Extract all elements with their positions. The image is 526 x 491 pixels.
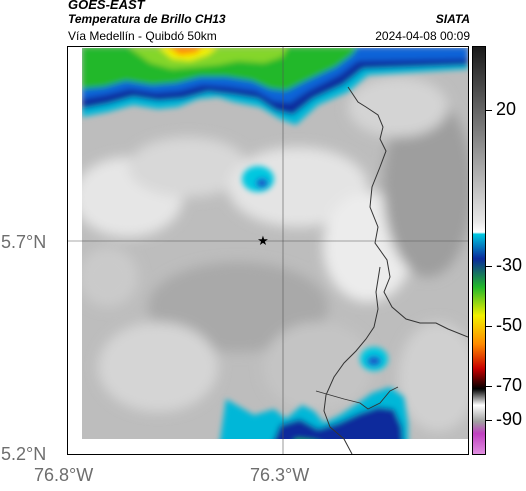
colorbar-label: -30 xyxy=(496,255,523,275)
brightness-temperature-map: ★ xyxy=(68,47,468,454)
colorbar-label: -50 xyxy=(496,315,523,335)
region-label: Vía Medellín - Quibdó 50km xyxy=(68,29,217,43)
coastline xyxy=(323,266,381,454)
agency-name: SIATA xyxy=(435,12,470,26)
lat-label: 5.2°N xyxy=(1,444,47,464)
product-title: Temperatura de Brillo CH13 xyxy=(68,12,226,26)
satellite-name: GOES-EAST xyxy=(68,0,145,12)
colorbar-label: -70 xyxy=(496,375,523,395)
lat-label: 5.7°N xyxy=(1,232,47,252)
border-line xyxy=(347,86,468,338)
colorbar xyxy=(472,46,486,455)
lon-label: 76.3°W xyxy=(250,465,310,485)
star-icon: ★ xyxy=(257,234,269,249)
colorbar-label: 20 xyxy=(496,99,517,119)
timestamp: 2024-04-08 00:09 xyxy=(375,29,470,43)
cold-cloud-band xyxy=(82,47,468,125)
map-panel[interactable]: ★ xyxy=(67,46,469,455)
lon-label: 76.8°W xyxy=(34,465,94,485)
colorbar-label: -90 xyxy=(496,409,523,429)
